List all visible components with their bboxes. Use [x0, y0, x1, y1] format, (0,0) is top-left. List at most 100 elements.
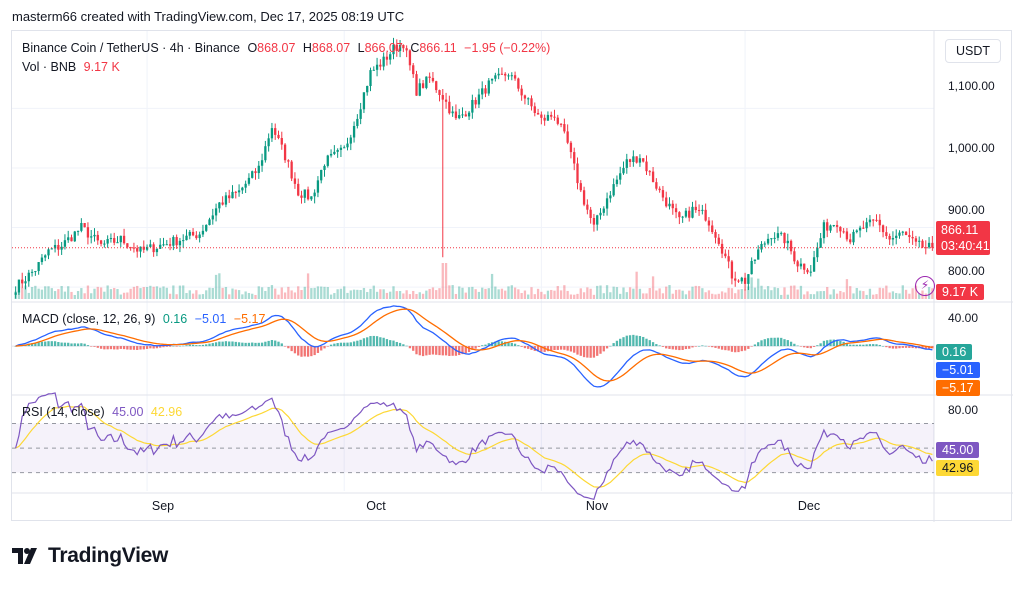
volume-bar: [904, 289, 908, 299]
macd-legend: MACD (close, 12, 26, 9) 0.16 −5.01 −5.17: [22, 312, 265, 326]
macd-histogram-bar: [602, 346, 605, 352]
currency-button[interactable]: USDT: [945, 39, 1001, 63]
symbol-title[interactable]: Binance Coin / TetherUS · 4h · Binance: [22, 41, 240, 55]
volume-bar: [609, 292, 612, 299]
lightning-bolt-icon[interactable]: ⚡: [915, 276, 935, 296]
volume-bar: [37, 288, 40, 299]
volume-bar: [793, 285, 796, 299]
candle-body: [30, 271, 34, 273]
volume-bar: [635, 271, 638, 299]
footer-brand: TradingView: [48, 544, 169, 567]
candle-body: [126, 243, 129, 248]
candle-body: [615, 179, 619, 185]
macd-histogram-bar: [477, 346, 481, 347]
macd-histogram-bar: [855, 344, 858, 347]
volume-bar: [168, 293, 172, 299]
volume-bar: [260, 287, 264, 299]
volume-bar: [566, 290, 569, 299]
macd-histogram-bar: [211, 343, 214, 347]
volume-bar: [845, 279, 849, 299]
macd-hist-tag: 0.16: [936, 344, 973, 360]
candle-body: [234, 191, 237, 193]
macd-histogram-bar: [254, 342, 257, 347]
macd-histogram-bar: [444, 346, 448, 356]
macd-histogram-bar: [428, 346, 431, 355]
candle-body: [461, 114, 464, 116]
volume-bar: [694, 285, 697, 299]
macd-histogram-bar: [106, 346, 109, 350]
volume-bar: [678, 289, 681, 299]
macd-histogram-bar: [750, 346, 753, 347]
candle-body: [697, 210, 701, 212]
volume-bar: [717, 293, 720, 299]
volume-bar: [306, 273, 310, 299]
macd-histogram-bar: [165, 346, 168, 347]
macd-histogram-bar: [589, 346, 592, 358]
candle-body: [543, 117, 546, 121]
macd-histogram-bar: [605, 346, 609, 349]
macd-histogram-bar: [536, 346, 540, 352]
volume-bar: [898, 293, 901, 299]
candle-body: [211, 215, 214, 220]
volume-bar: [753, 287, 757, 299]
volume-bar: [796, 289, 799, 299]
candle-body: [103, 243, 106, 245]
macd-histogram-bar: [895, 346, 898, 349]
candle-body: [306, 189, 310, 200]
macd-histogram-bar: [839, 340, 842, 347]
candle-body: [638, 158, 642, 163]
volume-bar: [714, 294, 717, 299]
macd-histogram-bar: [188, 344, 191, 347]
candle-body: [83, 223, 86, 228]
volume-bar: [835, 293, 839, 299]
macd-histogram-bar: [346, 342, 349, 347]
candle-body: [27, 272, 30, 282]
volume-bar: [812, 294, 816, 299]
candle-body: [589, 209, 592, 218]
macd-histogram-bar: [546, 346, 550, 352]
candle-body: [734, 278, 737, 281]
volume-bar: [67, 286, 70, 299]
candle-body: [829, 225, 832, 231]
volume-bar: [875, 294, 878, 299]
volume-bar: [625, 292, 628, 299]
volume-bar: [96, 286, 99, 299]
last-price-value: 866.11: [941, 223, 979, 237]
candle-body: [448, 101, 451, 114]
volume-bar: [119, 294, 122, 299]
candle-body: [300, 195, 303, 198]
volume-bar: [789, 285, 793, 299]
macd-histogram-bar: [431, 346, 435, 355]
candle-body: [139, 246, 142, 252]
volume-bar: [412, 290, 415, 299]
candle-body: [264, 146, 267, 161]
macd-histogram-bar: [832, 339, 835, 347]
volume-bar: [803, 294, 806, 299]
volume-label[interactable]: Vol · BNB: [22, 60, 77, 74]
macd-histogram-bar: [734, 346, 737, 353]
rsi-title[interactable]: RSI (14, close): [22, 405, 105, 419]
candle-body: [569, 142, 573, 153]
volume-bar: [766, 286, 770, 299]
price-chart[interactable]: [12, 31, 1013, 522]
macd-histogram-bar: [740, 346, 743, 352]
volume-bar: [839, 290, 842, 299]
volume-bar: [563, 285, 566, 299]
volume-bar: [175, 294, 178, 299]
volume-bar: [431, 287, 435, 299]
candle-body: [566, 131, 569, 143]
candle-body: [415, 74, 418, 96]
volume-bar: [533, 294, 536, 299]
volume-bar: [398, 291, 402, 299]
macd-title[interactable]: MACD (close, 12, 26, 9): [22, 312, 156, 326]
candle-body: [740, 277, 743, 282]
volume-bar: [908, 293, 911, 299]
volume-bar: [527, 294, 530, 299]
volume-bar: [665, 286, 668, 299]
candle-body: [812, 257, 816, 272]
volume-bar: [550, 289, 553, 299]
candle-body: [783, 232, 786, 244]
macd-histogram-bar: [816, 345, 819, 347]
macd-histogram-bar: [237, 342, 241, 347]
macd-histogram-bar: [47, 341, 50, 347]
